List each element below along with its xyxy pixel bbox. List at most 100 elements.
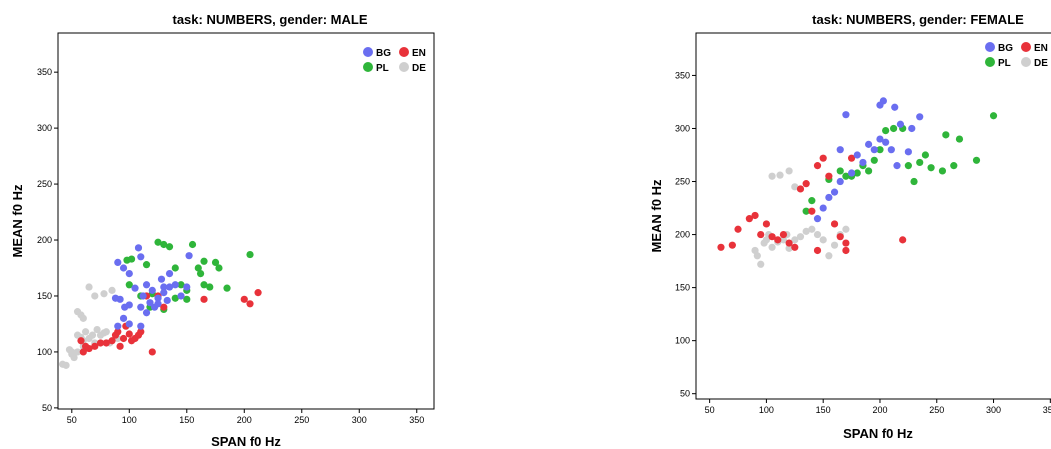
legend-label-bg: BG: [998, 43, 1013, 54]
y-tick-label: 150: [37, 291, 52, 301]
data-point-pl: [865, 167, 873, 175]
data-point-en: [847, 154, 856, 162]
data-point-bg: [891, 103, 899, 111]
data-point-bg: [119, 314, 128, 322]
x-tick-label: 300: [352, 415, 367, 425]
data-point-en: [819, 154, 827, 162]
data-point-pl: [927, 164, 935, 172]
data-point-bg: [882, 138, 890, 146]
data-point-de: [813, 230, 822, 239]
data-point-en: [899, 236, 907, 244]
data-point-de: [85, 283, 93, 291]
data-point-bg: [836, 146, 844, 154]
data-point-bg: [870, 146, 878, 154]
data-point-pl: [171, 264, 179, 272]
data-point-de: [779, 236, 788, 244]
chart-female: task: NUMBERS, gender: FEMALE SPAN f0 Hz…: [649, 12, 1051, 441]
data-point-pl: [160, 240, 168, 249]
x-tick-label: 200: [237, 415, 252, 425]
data-point-bg: [171, 281, 179, 289]
legend: BG EN PL DE: [985, 42, 1048, 69]
data-point-bg: [183, 283, 191, 291]
y-axis-label: MEAN f0 Hz: [649, 179, 664, 252]
data-point-pl: [196, 269, 205, 278]
data-point-bg: [908, 124, 916, 133]
legend-label-bg: BG: [376, 48, 391, 59]
data-point-bg: [160, 289, 168, 297]
data-point-de: [753, 252, 761, 260]
data-point-en: [200, 295, 208, 303]
data-point-pl: [223, 284, 231, 292]
data-point-pl: [870, 156, 878, 164]
data-point-bg: [137, 253, 145, 261]
y-tick-label: 200: [675, 230, 690, 240]
data-point-bg: [137, 303, 145, 311]
data-point-en: [813, 162, 822, 170]
data-point-bg: [165, 269, 174, 278]
data-point-de: [842, 225, 850, 233]
data-point-en: [116, 342, 124, 350]
data-point-de: [785, 244, 793, 252]
data-point-en: [751, 211, 759, 220]
data-point-de: [768, 243, 776, 251]
data-point-pl: [882, 127, 890, 135]
x-tick-label: 150: [179, 415, 194, 425]
data-point-pl: [125, 281, 133, 289]
data-point-en: [728, 241, 736, 249]
data-point-en: [842, 246, 850, 255]
data-point-pl: [842, 172, 850, 180]
data-point-bg: [131, 284, 139, 292]
data-point-bg: [125, 269, 133, 278]
chart-title: task: NUMBERS, gender: FEMALE: [812, 12, 1024, 27]
data-point-pl: [938, 167, 947, 175]
data-point-pl: [942, 131, 950, 139]
data-point-en: [734, 225, 742, 233]
data-point-en: [808, 207, 816, 215]
data-point-de: [93, 325, 101, 334]
data-point-pl: [972, 156, 981, 164]
data-point-de: [768, 172, 776, 180]
data-point-de: [796, 233, 805, 241]
data-point-pl: [206, 283, 214, 291]
data-point-bg: [893, 162, 901, 170]
data-point-en: [717, 243, 725, 251]
data-point-bg: [142, 281, 151, 289]
legend-label-pl: PL: [998, 58, 1011, 69]
legend-marker-pl: [363, 62, 373, 72]
x-tick-label: 250: [294, 415, 309, 425]
data-point-pl: [177, 281, 185, 289]
y-tick-label: 100: [675, 336, 690, 346]
legend-marker-de: [1021, 57, 1031, 67]
data-point-pl: [142, 261, 151, 269]
data-point-bg: [137, 322, 145, 330]
data-point-bg: [148, 286, 156, 294]
data-point-en: [825, 172, 833, 180]
x-tick-label: 150: [816, 405, 831, 415]
y-tick-label: 50: [680, 389, 690, 399]
data-point-pl: [853, 169, 861, 177]
data-point-bg: [876, 135, 884, 143]
data-point-bg: [163, 296, 171, 305]
data-point-de: [100, 290, 108, 298]
legend-label-de: DE: [1034, 58, 1048, 69]
legend-label-pl: PL: [376, 63, 389, 74]
legend-marker-bg: [363, 47, 373, 57]
data-point-en: [79, 348, 87, 356]
data-point-bg: [916, 113, 924, 121]
x-tick-label: 250: [929, 405, 944, 415]
data-point-bg: [819, 204, 827, 212]
y-tick-label: 150: [675, 283, 690, 293]
y-axis-label: MEAN f0 Hz: [10, 184, 25, 257]
chart-title: task: NUMBERS, gender: MALE: [172, 12, 367, 27]
data-point-bg: [177, 292, 185, 300]
data-point-pl: [921, 151, 930, 159]
data-point-en: [137, 328, 145, 336]
legend-marker-en: [399, 47, 409, 57]
data-point-pl: [215, 264, 223, 272]
data-point-bg: [139, 292, 147, 300]
x-tick-label: 50: [67, 415, 77, 425]
x-tick-label: 200: [872, 405, 887, 415]
data-point-en: [779, 230, 788, 239]
data-point-en: [796, 185, 805, 193]
data-point-pl: [916, 158, 924, 167]
